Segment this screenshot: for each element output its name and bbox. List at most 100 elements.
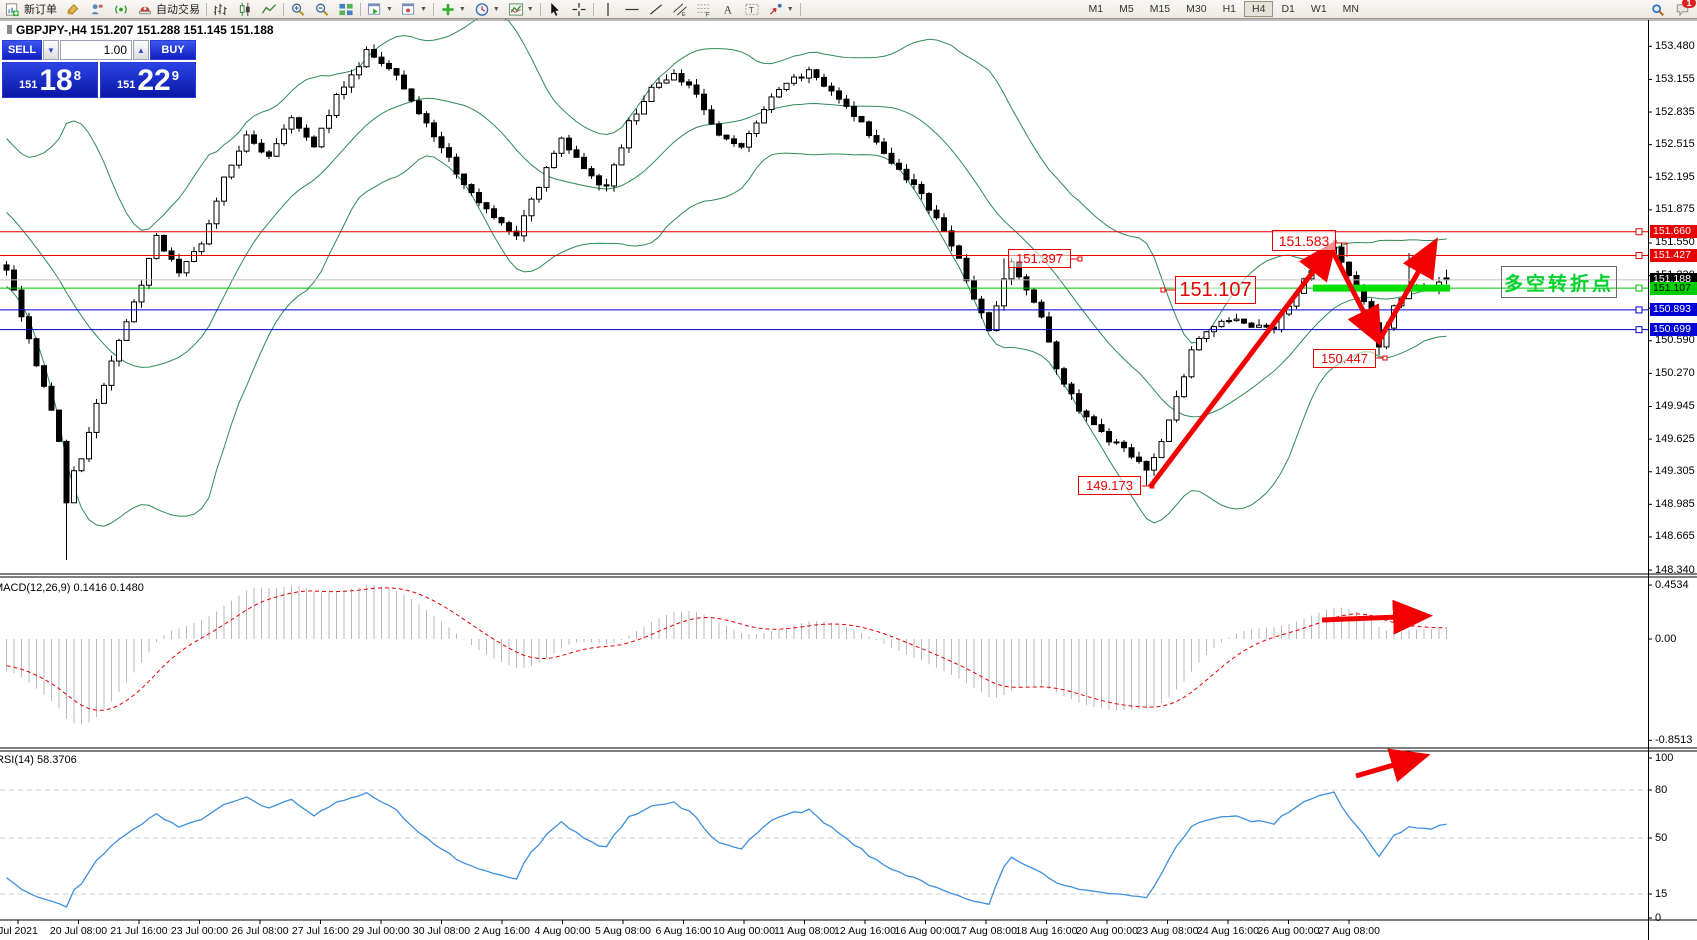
new-order-button[interactable]: 新订单: [3, 1, 59, 18]
dropdown-arrow-icon[interactable]: ▼: [786, 5, 794, 13]
timeframe-button-m30[interactable]: M30: [1186, 3, 1207, 15]
dropdown-arrow-icon[interactable]: ▼: [526, 5, 534, 13]
price-level-lines[interactable]: [0, 228, 1648, 334]
trendline-button[interactable]: [646, 1, 666, 18]
styler-bucket-button[interactable]: [63, 1, 83, 18]
dropdown-arrow-icon[interactable]: ▼: [458, 5, 466, 13]
arrows-button[interactable]: ▼: [766, 1, 796, 18]
equidistant-channel-button[interactable]: E: [670, 1, 690, 18]
price-annotation-label[interactable]: 149.173: [1078, 476, 1141, 495]
candle: [581, 156, 587, 170]
line-chart-button[interactable]: [259, 1, 279, 18]
indicators-button[interactable]: ▼: [438, 1, 468, 18]
candle: [161, 234, 167, 252]
candle: [288, 117, 295, 130]
candle: [648, 86, 655, 103]
timeframe-button-m15[interactable]: M15: [1149, 3, 1171, 15]
candlestick-chart-button[interactable]: [235, 1, 255, 18]
candle: [1076, 393, 1082, 412]
toolbar: 新订单 自动交易 ▼ ▼ ▼ ▼ ▼ E F A T ▼ M1 M5 M15 M30 H1 H4 D1 W1 MN 1: [0, 0, 1697, 19]
bar-chart-button[interactable]: [211, 1, 231, 18]
trend-arrow[interactable]: [1376, 237, 1438, 343]
candle: [1203, 331, 1210, 340]
line-handle[interactable]: [1635, 252, 1643, 260]
candle: [1181, 376, 1187, 398]
profiles-button[interactable]: ▼: [399, 1, 429, 18]
candle: [446, 147, 452, 158]
sell-price-panel[interactable]: 151 18 8: [2, 62, 98, 98]
tile-windows-button[interactable]: [336, 1, 356, 18]
candle: [48, 385, 55, 411]
publisher-button[interactable]: [87, 1, 107, 18]
line-handle[interactable]: [1635, 228, 1643, 236]
dropdown-arrow-icon[interactable]: ▼: [419, 5, 427, 13]
timeframe-button-m1[interactable]: M1: [1088, 3, 1104, 15]
community-chat-icon[interactable]: 1: [1673, 0, 1696, 18]
cursor-button[interactable]: [545, 1, 565, 18]
dropdown-arrow-icon[interactable]: ▼: [492, 5, 500, 13]
trend-arrow[interactable]: [1321, 599, 1433, 635]
text-label-button[interactable]: T: [742, 1, 762, 18]
candle: [116, 339, 122, 362]
bars-icon: [213, 2, 229, 17]
price-annotation-label[interactable]: 151.583: [1272, 230, 1336, 251]
buy-price-panel[interactable]: 151 22 9: [100, 62, 196, 98]
candle: [333, 93, 340, 117]
svg-text:F: F: [706, 11, 710, 16]
signals-button[interactable]: [111, 1, 131, 18]
search-icon[interactable]: [1649, 1, 1667, 18]
candle: [693, 84, 700, 95]
line-handle[interactable]: [1635, 284, 1643, 292]
volume-down-button[interactable]: ▼: [43, 40, 59, 60]
rsi-line: [6, 791, 1447, 908]
price-tick-label: 150.590: [1655, 334, 1695, 347]
candle: [626, 120, 632, 149]
timeframe-button-w1[interactable]: W1: [1310, 3, 1327, 15]
toolbar-group: ▼ ▼ ▼: [438, 1, 536, 18]
price-annotation-label[interactable]: 150.447: [1313, 349, 1376, 368]
zoom-in-button[interactable]: [288, 1, 308, 18]
dropdown-arrow-icon[interactable]: ▼: [386, 5, 393, 13]
candle: [1001, 278, 1007, 307]
volume-input[interactable]: [60, 40, 132, 60]
line-handle[interactable]: [1635, 326, 1643, 334]
price-annotation-label[interactable]: 151.107: [1175, 276, 1256, 304]
fibonacci-button[interactable]: F: [694, 1, 714, 18]
line-handle[interactable]: [1635, 306, 1643, 314]
price-annotation-label[interactable]: 151.397: [1008, 249, 1071, 268]
crosshair-button[interactable]: [569, 1, 589, 18]
buy-price-big: 22: [137, 64, 171, 97]
volume-up-button[interactable]: ▲: [133, 40, 149, 60]
sell-button[interactable]: SELL: [2, 40, 42, 60]
zoom-out-button[interactable]: [312, 1, 332, 18]
bollinger-lower-band: [6, 152, 1447, 527]
price-tick-label: 148.665: [1655, 530, 1695, 543]
trend-arrow[interactable]: [1148, 240, 1338, 489]
periods-button[interactable]: ▼: [472, 1, 502, 18]
buy-price-sup: 9: [171, 68, 179, 83]
new-chart-button[interactable]: ▼: [365, 1, 395, 18]
vertical-line-button[interactable]: [598, 1, 618, 18]
trend-arrow[interactable]: [1355, 748, 1431, 783]
templates-button[interactable]: ▼: [506, 1, 536, 18]
buy-button[interactable]: BUY: [150, 40, 196, 60]
rsi-tick-label: 80: [1655, 783, 1668, 796]
periods-icon: [474, 2, 490, 17]
timeframe-button-h4[interactable]: H4: [1244, 1, 1274, 17]
trend-arrow[interactable]: [1328, 246, 1382, 347]
time-tick-label: 12 Aug 16:00: [834, 925, 896, 937]
auto-trading-button[interactable]: 自动交易: [135, 1, 202, 18]
timeframe-button-h1[interactable]: H1: [1222, 3, 1237, 15]
candle: [618, 147, 625, 166]
text-button[interactable]: A: [718, 1, 738, 18]
timeframe-button-m5[interactable]: M5: [1119, 3, 1134, 15]
timeframe-button-mn[interactable]: MN: [1342, 3, 1359, 15]
candle: [821, 76, 827, 87]
rsi-tick-label: 50: [1655, 831, 1668, 844]
trend-annotations[interactable]: [1070, 237, 1438, 783]
horizontal-line-button[interactable]: [622, 1, 642, 18]
candle: [963, 257, 970, 282]
turning-point-label[interactable]: 多空转折点: [1501, 266, 1617, 298]
timeframe-button-d1[interactable]: D1: [1281, 3, 1295, 15]
